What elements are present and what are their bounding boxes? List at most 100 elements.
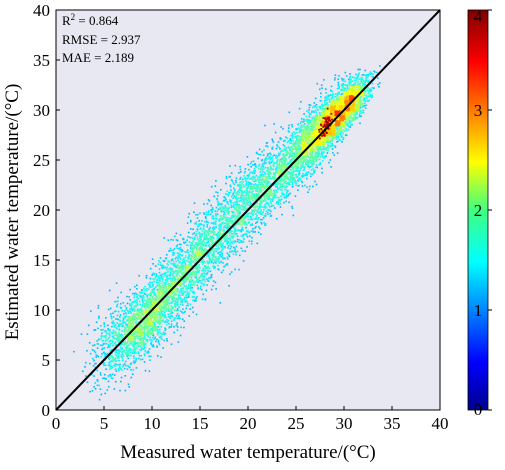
scatter-point <box>357 68 360 71</box>
scatter-point <box>100 325 102 327</box>
scatter-point <box>281 154 284 156</box>
scatter-point <box>192 295 194 298</box>
scatter-point <box>277 188 279 191</box>
scatter-point <box>215 262 217 265</box>
scatter-point <box>123 328 126 331</box>
scatter-point <box>173 272 175 274</box>
scatter-point <box>126 352 129 354</box>
scatter-point <box>315 164 318 166</box>
scatter-point <box>203 203 205 205</box>
scatter-point <box>121 322 123 324</box>
scatter-point <box>200 223 203 226</box>
scatter-point <box>233 183 236 185</box>
scatter-point <box>223 265 225 268</box>
scatter-point <box>261 179 263 181</box>
scatter-point <box>180 326 182 329</box>
scatter-point <box>199 235 201 238</box>
scatter-point <box>120 323 122 325</box>
scatter-point <box>228 218 230 220</box>
scatter-point <box>219 236 222 238</box>
scatter-point <box>210 253 213 256</box>
scatter-point <box>120 356 123 358</box>
scatter-point <box>320 96 322 98</box>
scatter-point <box>242 178 244 181</box>
scatter-point <box>369 90 372 92</box>
scatter-point <box>183 320 186 322</box>
scatter-point <box>141 303 144 306</box>
scatter-point <box>142 296 145 299</box>
scatter-point <box>115 370 118 372</box>
scatter-point <box>272 141 275 144</box>
scatter-point <box>265 182 268 185</box>
scatter-point <box>287 152 290 154</box>
scatter-point <box>286 177 288 180</box>
scatter-point <box>272 155 274 157</box>
scatter-point <box>201 232 203 235</box>
scatter-point <box>123 317 126 320</box>
scatter-point <box>226 227 228 229</box>
scatter-point <box>113 388 116 390</box>
scatter-point <box>266 142 269 144</box>
scatter-point <box>264 207 266 209</box>
scatter-point <box>309 161 311 164</box>
scatter-point <box>305 126 308 128</box>
scatter-point <box>228 231 230 234</box>
scatter-point <box>215 250 218 253</box>
scatter-point <box>122 353 124 356</box>
scatter-point <box>281 180 284 182</box>
scatter-point <box>157 322 159 324</box>
scatter-point <box>350 117 352 120</box>
scatter-point <box>223 213 225 216</box>
scatter-point <box>291 159 293 161</box>
scatter-point <box>149 293 152 296</box>
scatter-point <box>103 323 106 325</box>
scatter-point <box>231 241 233 243</box>
scatter-point <box>281 198 283 200</box>
scatter-point <box>177 294 180 296</box>
scatter-point <box>129 354 131 357</box>
scatter-point <box>309 185 311 188</box>
scatter-point <box>342 138 345 140</box>
scatter-point <box>197 269 199 271</box>
scatter-point <box>308 166 310 168</box>
scatter-point <box>249 187 252 189</box>
scatter-point <box>209 277 211 279</box>
scatter-point <box>147 350 149 353</box>
scatter-point <box>128 349 130 352</box>
scatter-point <box>320 92 322 95</box>
scatter-point <box>246 235 249 238</box>
scatter-point <box>189 285 192 287</box>
scatter-point <box>225 182 227 185</box>
scatter-point <box>214 242 216 244</box>
scatter-point <box>304 166 306 168</box>
scatter-point <box>149 297 151 299</box>
scatter-point <box>322 146 325 148</box>
scatter-point <box>181 250 183 253</box>
scatter-point <box>196 278 198 280</box>
scatter-point <box>119 389 121 392</box>
scatter-point <box>353 119 355 121</box>
scatter-point <box>207 252 210 255</box>
scatter-point <box>165 306 167 309</box>
scatter-point <box>91 357 94 360</box>
scatter-point <box>115 332 117 335</box>
scatter-point <box>130 306 133 309</box>
scatter-point <box>209 245 212 247</box>
scatter-point <box>140 354 143 357</box>
scatter-point <box>144 354 146 357</box>
scatter-point <box>275 147 278 150</box>
scatter-point <box>187 235 189 238</box>
scatter-point <box>253 218 255 220</box>
scatter-point <box>204 265 207 267</box>
scatter-point <box>149 359 151 361</box>
scatter-point <box>279 148 281 150</box>
scatter-point <box>147 335 149 338</box>
scatter-point <box>145 334 147 336</box>
scatter-point <box>143 333 146 336</box>
scatter-point <box>103 335 105 337</box>
scatter-point <box>253 167 256 170</box>
scatter-point <box>137 308 139 311</box>
scatter-point <box>148 370 151 372</box>
scatter-point <box>174 292 176 294</box>
scatter-point <box>139 295 141 298</box>
